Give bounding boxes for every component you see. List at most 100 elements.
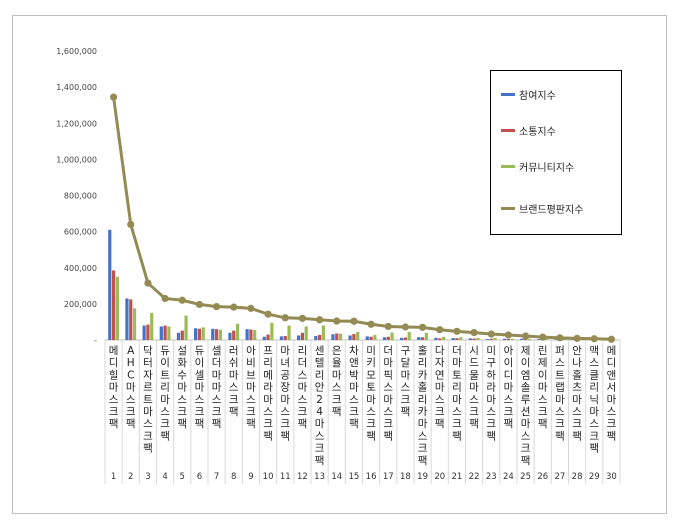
bar-소통지수-13	[317, 334, 322, 340]
bar-소통지수-16	[369, 336, 373, 340]
bar-커뮤니티지수-17	[390, 332, 394, 340]
brand-index-point	[521, 332, 530, 340]
brand-index-point	[298, 314, 307, 322]
bar-커뮤니티지수-3	[150, 312, 154, 340]
bar-참여지수-21	[451, 338, 455, 340]
category-number-label: 22	[469, 472, 480, 482]
bar-커뮤니티지수-9	[253, 330, 257, 340]
bar-소통지수-8	[232, 330, 236, 340]
legend-swatch-3	[501, 165, 515, 168]
brand-index-point	[178, 296, 186, 304]
bar-커뮤니티지수-11	[287, 325, 291, 340]
brand-index-point	[264, 310, 272, 318]
brand-index-point	[573, 334, 581, 342]
axes: - 200,000 400,000 600,000 800,000 1,000,000 1,…	[56, 47, 621, 484]
y-tick-label: 1,000,000	[56, 155, 97, 164]
bar-소통지수-7	[214, 329, 219, 340]
category-number-label: 10	[263, 472, 274, 482]
legend-swatch-4	[501, 207, 515, 210]
bar-소통지수-4	[163, 325, 167, 340]
brand-index-point	[504, 331, 513, 339]
category-number-label: 19	[417, 472, 428, 482]
bar-참여지수-24	[503, 338, 507, 340]
bar-커뮤니티지수-19	[424, 332, 428, 340]
bar-커뮤니티지수-12	[304, 326, 308, 340]
legend-item-3: 커뮤니티지수	[501, 159, 574, 174]
bar-참여지수-5	[176, 332, 181, 340]
brand-index-point	[247, 304, 255, 312]
brand-index-point	[401, 323, 410, 331]
bar-참여지수-19	[417, 337, 421, 340]
brand-index-point	[161, 294, 169, 303]
y-tick-label: 1,600,000	[56, 47, 97, 56]
bar-소통지수-3	[146, 324, 150, 340]
bar-참여지수-15	[348, 335, 352, 340]
category-number-label: 25	[520, 472, 531, 482]
bar-소통지수-18	[403, 337, 408, 340]
brand-index-point	[470, 328, 478, 337]
bar-참여지수-12	[297, 335, 301, 340]
category-number-label: 4	[162, 472, 167, 482]
bar-커뮤니티지수-15	[356, 331, 360, 340]
bar-참여지수-6	[194, 328, 198, 340]
bar-소통지수-10	[266, 334, 270, 340]
brand-index-point	[109, 93, 118, 101]
category-number-label: 18	[400, 472, 411, 482]
bar-커뮤니티지수-13	[321, 325, 325, 340]
y-tick-label: -	[94, 336, 97, 345]
brand-index-point	[127, 220, 135, 228]
category-number-label: 27	[555, 472, 566, 482]
bar-소통지수-21	[455, 338, 459, 340]
category-number-label: 3	[145, 472, 150, 482]
category-number-label: 5	[180, 472, 185, 482]
bar-소통지수-14	[335, 333, 339, 340]
bar-소통지수-11	[283, 336, 287, 340]
legend-label-2: 소통지수	[519, 127, 556, 138]
bar-커뮤니티지수-14	[338, 333, 343, 340]
bar-소통지수-12	[300, 332, 305, 340]
bar-커뮤니티지수-6	[201, 327, 205, 340]
bar-참여지수-20	[434, 337, 438, 340]
bar-소통지수-20	[438, 338, 442, 340]
category-number-label: 2	[128, 472, 133, 482]
brand-index-point	[333, 317, 341, 325]
category-number-label: 1	[111, 472, 116, 482]
brand-index-point	[556, 334, 564, 342]
category-number-label: 7	[214, 472, 219, 482]
bar-소통지수-2	[129, 299, 133, 340]
bar-참여지수-4	[159, 326, 163, 340]
bar-소통지수-17	[386, 336, 390, 340]
category-number-label: 11	[280, 472, 291, 482]
brand-index-point	[590, 335, 598, 343]
bar-소통지수-6	[197, 328, 202, 340]
legend: 참여지수 소통지수 커뮤니티지수 브랜드평판지수	[490, 70, 622, 235]
bar-참여지수-10	[262, 336, 266, 340]
bar-참여지수-16	[365, 336, 369, 340]
bar-참여지수-9	[245, 329, 249, 340]
bar-커뮤니티지수-27	[562, 339, 566, 340]
bar-참여지수-25	[520, 338, 524, 340]
brand-index-point	[144, 279, 152, 287]
bar-커뮤니티지수-5	[184, 315, 188, 340]
bar-커뮤니티지수-8	[235, 323, 240, 340]
category-number-label: 13	[314, 472, 325, 482]
bar-커뮤니티지수-18	[407, 331, 411, 340]
bar-참여지수-14	[331, 334, 335, 340]
category-number-label: 23	[486, 472, 497, 482]
bar-소통지수-1	[111, 270, 116, 340]
brand-index-point	[384, 322, 392, 331]
brand-index-point	[230, 303, 238, 311]
